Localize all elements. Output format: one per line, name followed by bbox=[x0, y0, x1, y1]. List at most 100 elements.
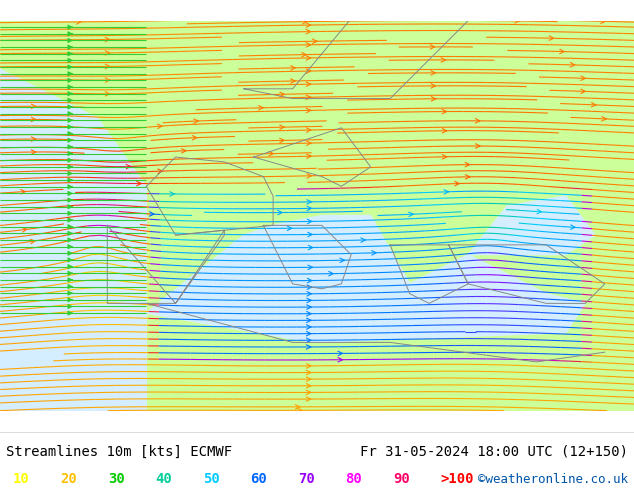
FancyArrowPatch shape bbox=[158, 169, 162, 173]
FancyArrowPatch shape bbox=[287, 226, 292, 230]
FancyArrowPatch shape bbox=[476, 119, 480, 123]
FancyArrowPatch shape bbox=[68, 265, 72, 269]
FancyArrowPatch shape bbox=[68, 58, 72, 62]
FancyArrowPatch shape bbox=[68, 45, 72, 49]
FancyArrowPatch shape bbox=[105, 37, 110, 42]
FancyArrowPatch shape bbox=[307, 278, 312, 283]
FancyArrowPatch shape bbox=[68, 278, 72, 282]
FancyArrowPatch shape bbox=[306, 377, 311, 381]
FancyArrowPatch shape bbox=[307, 298, 311, 303]
FancyArrowPatch shape bbox=[302, 52, 306, 57]
Polygon shape bbox=[146, 216, 585, 343]
FancyArrowPatch shape bbox=[307, 173, 311, 178]
FancyArrowPatch shape bbox=[105, 64, 110, 69]
FancyArrowPatch shape bbox=[313, 39, 317, 44]
FancyArrowPatch shape bbox=[306, 384, 311, 388]
FancyArrowPatch shape bbox=[269, 151, 273, 156]
FancyArrowPatch shape bbox=[307, 206, 311, 211]
FancyArrowPatch shape bbox=[329, 271, 333, 276]
FancyArrowPatch shape bbox=[581, 76, 585, 80]
FancyArrowPatch shape bbox=[306, 29, 311, 34]
FancyArrowPatch shape bbox=[68, 85, 72, 89]
FancyArrowPatch shape bbox=[105, 78, 110, 82]
FancyArrowPatch shape bbox=[307, 318, 311, 322]
Text: >100: >100 bbox=[441, 472, 474, 487]
FancyArrowPatch shape bbox=[290, 79, 295, 83]
FancyArrowPatch shape bbox=[68, 65, 72, 69]
FancyArrowPatch shape bbox=[68, 218, 72, 222]
FancyArrowPatch shape bbox=[30, 240, 35, 244]
FancyArrowPatch shape bbox=[571, 225, 575, 229]
FancyArrowPatch shape bbox=[68, 138, 72, 142]
FancyArrowPatch shape bbox=[308, 265, 313, 270]
FancyArrowPatch shape bbox=[68, 285, 72, 289]
FancyArrowPatch shape bbox=[68, 105, 72, 109]
FancyArrowPatch shape bbox=[68, 39, 72, 43]
Text: 60: 60 bbox=[250, 472, 267, 487]
Polygon shape bbox=[0, 69, 146, 411]
FancyArrowPatch shape bbox=[443, 128, 447, 133]
FancyArrowPatch shape bbox=[105, 51, 110, 55]
FancyArrowPatch shape bbox=[307, 292, 311, 296]
FancyArrowPatch shape bbox=[68, 78, 72, 82]
FancyArrowPatch shape bbox=[302, 20, 307, 24]
Text: 80: 80 bbox=[346, 472, 362, 487]
FancyArrowPatch shape bbox=[306, 56, 311, 60]
FancyArrowPatch shape bbox=[306, 397, 311, 401]
FancyArrowPatch shape bbox=[581, 89, 585, 94]
FancyArrowPatch shape bbox=[31, 104, 36, 108]
FancyArrowPatch shape bbox=[306, 128, 311, 132]
FancyArrowPatch shape bbox=[68, 298, 72, 302]
FancyArrowPatch shape bbox=[68, 231, 72, 235]
FancyArrowPatch shape bbox=[31, 137, 36, 141]
FancyArrowPatch shape bbox=[280, 138, 284, 143]
FancyArrowPatch shape bbox=[306, 69, 311, 74]
FancyArrowPatch shape bbox=[601, 19, 605, 24]
FancyArrowPatch shape bbox=[307, 219, 312, 224]
FancyArrowPatch shape bbox=[465, 174, 470, 179]
FancyArrowPatch shape bbox=[68, 245, 72, 248]
FancyArrowPatch shape bbox=[306, 370, 311, 375]
FancyArrowPatch shape bbox=[68, 185, 72, 189]
FancyArrowPatch shape bbox=[137, 181, 141, 186]
FancyArrowPatch shape bbox=[409, 212, 413, 217]
FancyArrowPatch shape bbox=[68, 192, 72, 196]
FancyArrowPatch shape bbox=[340, 258, 344, 263]
FancyArrowPatch shape bbox=[570, 63, 574, 67]
FancyArrowPatch shape bbox=[307, 312, 311, 316]
FancyArrowPatch shape bbox=[68, 125, 72, 129]
FancyArrowPatch shape bbox=[68, 305, 72, 308]
FancyArrowPatch shape bbox=[68, 225, 72, 229]
Text: 50: 50 bbox=[203, 472, 219, 487]
FancyArrowPatch shape bbox=[22, 228, 27, 232]
FancyArrowPatch shape bbox=[68, 172, 72, 175]
Polygon shape bbox=[468, 196, 595, 255]
FancyArrowPatch shape bbox=[307, 285, 311, 290]
FancyArrowPatch shape bbox=[515, 19, 519, 23]
FancyArrowPatch shape bbox=[68, 238, 72, 242]
Text: 10: 10 bbox=[13, 472, 29, 487]
Text: Streamlines 10m [kts] ECMWF: Streamlines 10m [kts] ECMWF bbox=[6, 445, 233, 459]
FancyArrowPatch shape bbox=[306, 141, 311, 146]
FancyArrowPatch shape bbox=[157, 124, 162, 128]
FancyArrowPatch shape bbox=[280, 125, 284, 129]
FancyArrowPatch shape bbox=[68, 118, 72, 122]
FancyArrowPatch shape bbox=[68, 291, 72, 295]
FancyArrowPatch shape bbox=[68, 52, 72, 56]
FancyArrowPatch shape bbox=[68, 251, 72, 255]
FancyArrowPatch shape bbox=[150, 212, 154, 216]
FancyArrowPatch shape bbox=[372, 251, 376, 255]
FancyArrowPatch shape bbox=[431, 71, 436, 75]
FancyArrowPatch shape bbox=[306, 108, 311, 113]
FancyArrowPatch shape bbox=[441, 58, 446, 62]
FancyArrowPatch shape bbox=[537, 209, 541, 214]
FancyArrowPatch shape bbox=[194, 119, 198, 123]
FancyArrowPatch shape bbox=[549, 36, 553, 40]
FancyArrowPatch shape bbox=[68, 205, 72, 209]
FancyArrowPatch shape bbox=[476, 144, 480, 148]
FancyArrowPatch shape bbox=[68, 258, 72, 262]
FancyArrowPatch shape bbox=[68, 132, 72, 136]
FancyArrowPatch shape bbox=[31, 150, 36, 154]
FancyArrowPatch shape bbox=[181, 148, 186, 153]
FancyArrowPatch shape bbox=[278, 210, 282, 215]
